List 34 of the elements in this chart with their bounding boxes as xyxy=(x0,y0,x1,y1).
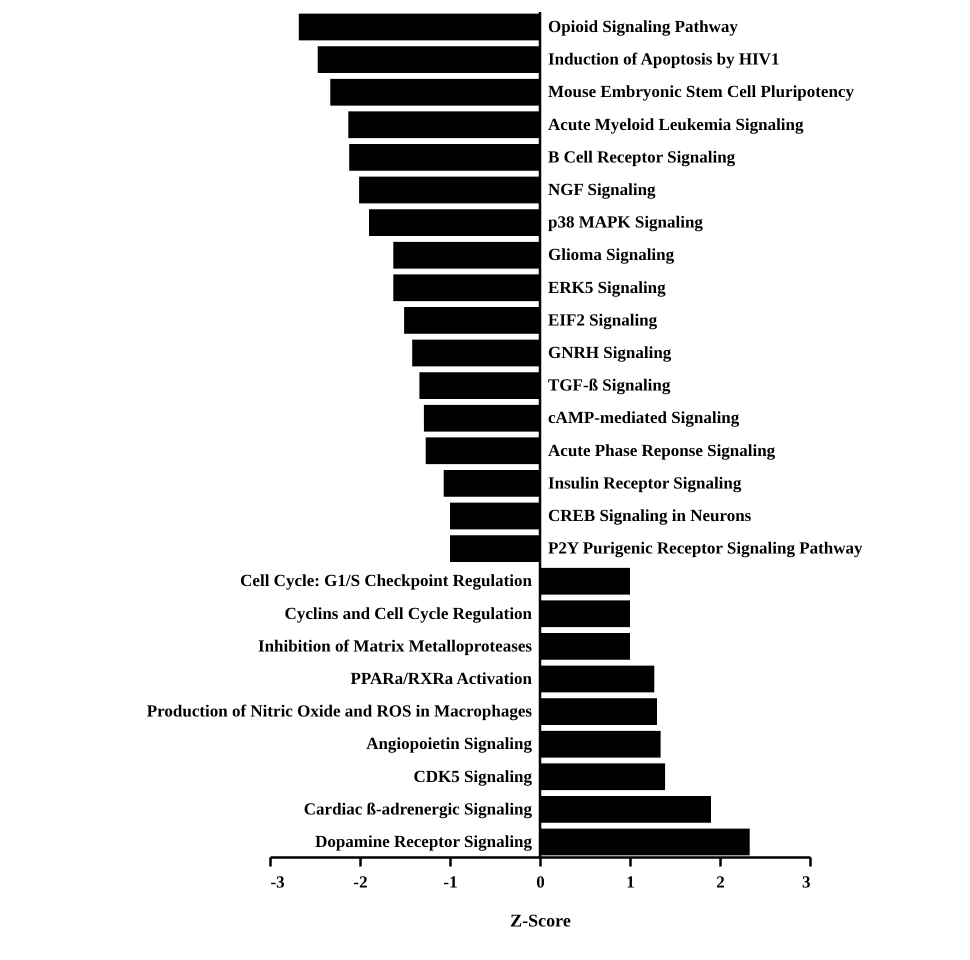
y-tick-label: Angiopoietin Signaling xyxy=(366,734,532,754)
y-tick-label: EIF2 Signaling xyxy=(548,310,658,330)
y-tick-label: CDK5 Signaling xyxy=(413,766,532,786)
y-tick-label: Mouse Embryonic Stem Cell Pluripotency xyxy=(548,82,854,102)
y-tick-label: NGF Signaling xyxy=(548,180,656,199)
y-tick-label: Acute Myeloid Leukemia Signaling xyxy=(548,114,804,134)
y-tick-label: P2Y Purigenic Receptor Signaling Pathway xyxy=(548,538,863,558)
y-tick-label: Production of Nitric Oxide and ROS in Macrophages xyxy=(146,702,532,721)
y-tick-label: TGF-ß Signaling xyxy=(548,376,671,395)
y-tick-label: Opioid Signaling Pathway xyxy=(548,16,738,36)
y-tick-label: cAMP-mediated Signaling xyxy=(548,408,740,428)
y-tick-label: Insulin Receptor Signaling xyxy=(548,473,742,492)
x-tick-label: -2 xyxy=(353,872,368,892)
x-tick-label: -3 xyxy=(270,872,285,892)
y-tick-label: B Cell Receptor Signaling xyxy=(548,147,736,166)
x-tick-label: -1 xyxy=(443,872,458,892)
y-tick-label: Cell Cycle: G1/S Checkpoint Regulation xyxy=(240,571,533,590)
y-tick-label: p38 MAPK Signaling xyxy=(548,212,704,232)
y-tick-label: Dopamine Receptor Signaling xyxy=(315,832,532,852)
y-tick-label: Inhibition of Matrix Metalloproteases xyxy=(258,636,532,656)
x-axis-title: Z-Score xyxy=(510,910,571,930)
y-tick-label: PPARa/RXRa Activation xyxy=(350,669,533,688)
x-tick-label: 2 xyxy=(716,872,725,892)
x-tick-label: 0 xyxy=(536,872,545,892)
y-tick-label: Cardiac ß-adrenergic Signaling xyxy=(304,799,532,818)
y-tick-label: Induction of Apoptosis by HIV1 xyxy=(548,50,780,69)
x-tick-label: 3 xyxy=(802,872,810,892)
y-tick-label: CREB Signaling in Neurons xyxy=(548,506,752,525)
x-tick-label: 1 xyxy=(626,872,635,892)
y-tick-label: ERK5 Signaling xyxy=(548,278,666,297)
y-tick-label: Glioma Signaling xyxy=(548,245,675,264)
y-tick-label: Cyclins and Cell Cycle Regulation xyxy=(284,604,533,623)
y-tick-label: GNRH Signaling xyxy=(548,343,672,362)
y-tick-label: Acute Phase Reponse Signaling xyxy=(548,440,776,460)
